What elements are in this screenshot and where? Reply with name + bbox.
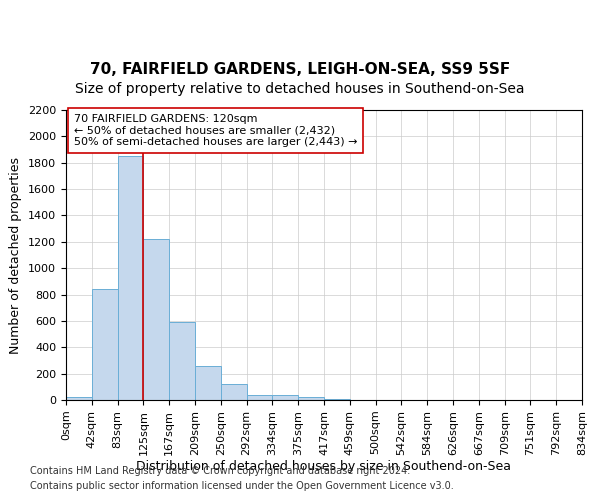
Text: Contains HM Land Registry data © Crown copyright and database right 2024.: Contains HM Land Registry data © Crown c… xyxy=(30,466,410,476)
Bar xyxy=(169,322,195,400)
Bar xyxy=(195,366,221,400)
Bar xyxy=(298,397,324,400)
Bar xyxy=(118,156,143,400)
Text: Size of property relative to detached houses in Southend-on-Sea: Size of property relative to detached ho… xyxy=(75,82,525,96)
Bar xyxy=(247,396,272,400)
Text: 70 FAIRFIELD GARDENS: 120sqm
← 50% of detached houses are smaller (2,432)
50% of: 70 FAIRFIELD GARDENS: 120sqm ← 50% of de… xyxy=(74,114,357,147)
Bar xyxy=(66,398,92,400)
X-axis label: Distribution of detached houses by size in Southend-on-Sea: Distribution of detached houses by size … xyxy=(137,460,511,473)
Bar xyxy=(143,239,169,400)
Bar xyxy=(221,384,247,400)
Y-axis label: Number of detached properties: Number of detached properties xyxy=(10,156,22,354)
Bar xyxy=(92,290,118,400)
Text: Contains public sector information licensed under the Open Government Licence v3: Contains public sector information licen… xyxy=(30,481,454,491)
Text: 70, FAIRFIELD GARDENS, LEIGH-ON-SEA, SS9 5SF: 70, FAIRFIELD GARDENS, LEIGH-ON-SEA, SS9… xyxy=(90,62,510,78)
Bar xyxy=(324,398,350,400)
Bar xyxy=(272,396,298,400)
